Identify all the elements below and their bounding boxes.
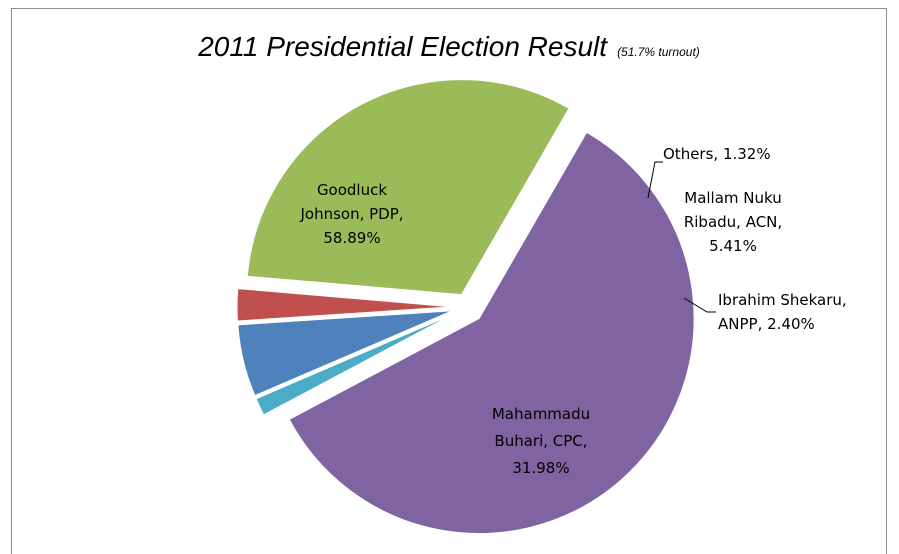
chart-title: 2011 Presidential Election Result (198, 31, 608, 62)
data-label-line: Buhari, CPC, (494, 432, 587, 450)
data-label: Ibrahim Shekaru, ANPP, 2.40% (718, 291, 847, 333)
data-label-line: Mallam Nuku (684, 189, 782, 207)
pie-slice-mahammadu-buhari-cpc (246, 79, 570, 296)
leader-line (647, 161, 663, 199)
pie-slice-goodluck-johnson-pdp (288, 131, 695, 534)
data-label: Mahammadu Buhari, CPC, 31.98% (492, 405, 590, 477)
pie-slice-ibrahim-shekaru-anpp (236, 288, 453, 322)
pie-slice-mallam-nuku-ribadu-acn (237, 310, 453, 397)
data-label-line: Ribadu, ACN, (684, 213, 782, 231)
data-label-line: Mahammadu (492, 405, 590, 423)
chart-subtitle: (51.7% turnout) (617, 45, 700, 59)
pie-slice-others (255, 313, 454, 416)
data-label-line: Others, 1.32% (663, 145, 771, 163)
data-label-line: Goodluck (317, 181, 387, 199)
data-label-line: 31.98% (512, 459, 569, 477)
leader-line (683, 297, 716, 313)
chart-title-block: 2011 Presidential Election Result (51.7% … (12, 31, 886, 63)
data-label: Others, 1.32% (663, 145, 771, 163)
data-label: Goodluck Johnson, PDP, 58.89% (299, 181, 403, 247)
data-label-line: ANPP, 2.40% (718, 315, 815, 333)
data-label-line: 5.41% (709, 237, 757, 255)
data-label-line: Johnson, PDP, (299, 205, 403, 223)
data-label: Mallam Nuku Ribadu, ACN, 5.41% (684, 189, 782, 255)
data-label-line: 58.89% (323, 229, 380, 247)
data-label-line: Ibrahim Shekaru, (718, 291, 847, 309)
